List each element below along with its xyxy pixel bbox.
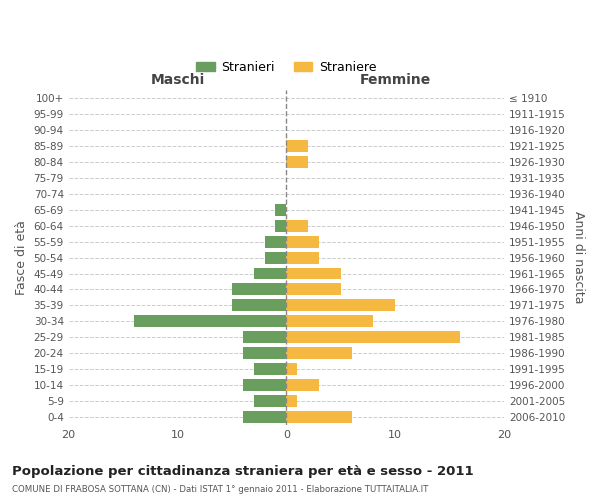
Bar bbox=[286, 316, 373, 328]
Bar bbox=[275, 220, 286, 232]
Bar bbox=[265, 236, 286, 248]
Bar bbox=[243, 379, 286, 391]
Bar bbox=[286, 284, 341, 296]
Bar bbox=[286, 364, 297, 376]
Bar bbox=[254, 364, 286, 376]
Bar bbox=[243, 348, 286, 360]
Text: COMUNE DI FRABOSA SOTTANA (CN) - Dati ISTAT 1° gennaio 2011 - Elaborazione TUTTA: COMUNE DI FRABOSA SOTTANA (CN) - Dati IS… bbox=[12, 485, 428, 494]
Text: Femmine: Femmine bbox=[359, 72, 431, 86]
Y-axis label: Anni di nascita: Anni di nascita bbox=[572, 212, 585, 304]
Bar bbox=[286, 156, 308, 168]
Bar bbox=[286, 332, 460, 344]
Bar bbox=[265, 252, 286, 264]
Bar bbox=[286, 300, 395, 312]
Bar bbox=[286, 220, 308, 232]
Bar bbox=[243, 332, 286, 344]
Legend: Stranieri, Straniere: Stranieri, Straniere bbox=[191, 56, 381, 79]
Y-axis label: Fasce di età: Fasce di età bbox=[15, 220, 28, 295]
Bar bbox=[275, 204, 286, 216]
Bar bbox=[243, 411, 286, 423]
Bar bbox=[286, 268, 341, 280]
Bar bbox=[232, 300, 286, 312]
Bar bbox=[232, 284, 286, 296]
Bar bbox=[286, 379, 319, 391]
Bar bbox=[254, 395, 286, 407]
Bar bbox=[254, 268, 286, 280]
Text: Maschi: Maschi bbox=[151, 72, 205, 86]
Bar bbox=[286, 411, 352, 423]
Bar bbox=[286, 140, 308, 152]
Bar bbox=[134, 316, 286, 328]
Bar bbox=[286, 395, 297, 407]
Bar bbox=[286, 236, 319, 248]
Bar bbox=[286, 348, 352, 360]
Bar bbox=[286, 252, 319, 264]
Text: Popolazione per cittadinanza straniera per età e sesso - 2011: Popolazione per cittadinanza straniera p… bbox=[12, 465, 473, 478]
